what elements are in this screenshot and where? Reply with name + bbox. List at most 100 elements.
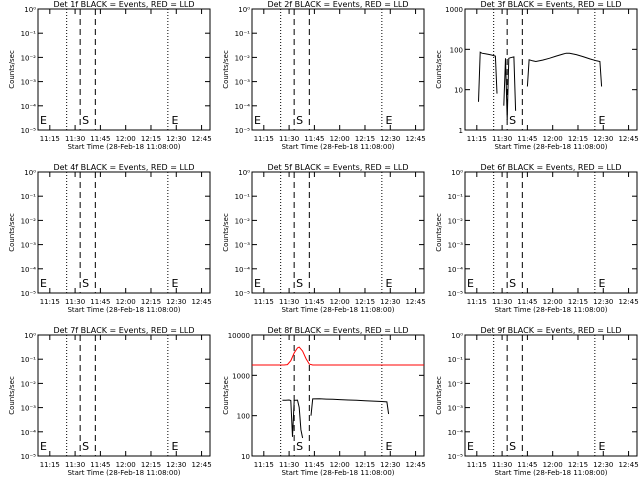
- x-tick-label: 12:30: [166, 461, 186, 469]
- event-marker: S: [82, 277, 89, 290]
- x-tick-label: 11:15: [254, 461, 274, 469]
- x-tick-label: 11:15: [467, 135, 487, 143]
- x-axis-label: Start Time (28-Feb-18 11:08:00): [494, 143, 607, 151]
- y-tick-label: 10⁻³: [235, 242, 251, 250]
- x-tick-label: 12:30: [380, 135, 400, 143]
- event-marker: E: [386, 277, 393, 290]
- x-tick-label: 12:00: [330, 298, 350, 306]
- x-tick-label: 11:45: [304, 461, 324, 469]
- plot-frame: [37, 8, 211, 131]
- y-tick-label: 10⁻³: [235, 79, 251, 87]
- x-axis-label: Start Time (28-Feb-18 11:08:00): [281, 143, 394, 151]
- event-marker: E: [40, 277, 47, 290]
- y-tick-label: 10⁻⁴: [448, 429, 464, 437]
- x-tick-label: 12:00: [116, 461, 136, 469]
- chart-panel: Det 9f BLACK = Events, RED = LLD 10⁰ 10⁻¹ 1…: [435, 326, 639, 477]
- x-tick-label: 11:45: [304, 298, 324, 306]
- x-axis-label: Start Time (28-Feb-18 11:08:00): [67, 306, 180, 314]
- event-marker: E: [172, 277, 179, 290]
- y-axis-label: Counts/sec: [435, 376, 443, 415]
- event-marker: E: [254, 114, 261, 127]
- event-marker: E: [386, 440, 393, 453]
- y-tick-label: 1000: [232, 372, 250, 380]
- y-axis-label: Counts/sec: [222, 376, 230, 415]
- y-tick-label: 100: [237, 413, 250, 421]
- y-tick-label: 10⁻⁵: [448, 290, 464, 298]
- series-line: [526, 52, 603, 87]
- y-tick-label: 10⁻²: [21, 217, 37, 225]
- x-tick-label: 12:45: [405, 461, 425, 469]
- x-tick-label: 11:45: [90, 461, 110, 469]
- event-marker: E: [599, 277, 606, 290]
- x-tick-label: 11:45: [517, 135, 537, 143]
- y-tick-label: 10⁻⁴: [448, 266, 464, 274]
- y-tick-label: 10000: [228, 332, 250, 340]
- x-axis-label: Start Time (28-Feb-18 11:08:00): [281, 469, 394, 477]
- x-tick-label: 12:00: [116, 135, 136, 143]
- series-line: [478, 51, 498, 102]
- series-line: [310, 398, 390, 416]
- x-axis-label: Start Time (28-Feb-18 11:08:00): [67, 143, 180, 151]
- y-axis-label: Counts/sec: [222, 50, 230, 89]
- x-tick-label: 11:45: [517, 298, 537, 306]
- y-tick-label: 10⁻⁵: [448, 453, 464, 461]
- plot-frame: [37, 334, 211, 457]
- event-marker: S: [509, 114, 516, 127]
- x-tick-label: 12:30: [166, 298, 186, 306]
- y-tick-label: 10⁻⁵: [21, 453, 37, 461]
- x-tick-label: 12:15: [141, 298, 161, 306]
- series-line: [503, 56, 517, 120]
- x-tick-label: 12:15: [355, 298, 375, 306]
- event-marker: E: [467, 440, 474, 453]
- event-marker: S: [296, 277, 303, 290]
- y-tick-label: 10: [454, 87, 463, 95]
- x-tick-label: 11:45: [304, 135, 324, 143]
- x-tick-label: 12:45: [618, 135, 638, 143]
- x-tick-label: 12:00: [330, 135, 350, 143]
- x-tick-label: 11:45: [517, 461, 537, 469]
- event-marker: E: [599, 114, 606, 127]
- x-tick-label: 11:15: [467, 298, 487, 306]
- chart-title: Det 6f BLACK = Events, RED = LLD: [480, 163, 621, 172]
- y-axis-label: Counts/sec: [8, 376, 16, 415]
- plot-frame: [464, 334, 638, 457]
- y-tick-label: 10⁻⁵: [21, 290, 37, 298]
- y-tick-label: 10⁰: [24, 332, 36, 340]
- x-tick-label: 12:00: [543, 135, 563, 143]
- x-tick-label: 11:45: [90, 298, 110, 306]
- chart-title: Det 5f BLACK = Events, RED = LLD: [267, 163, 408, 172]
- x-tick-label: 12:15: [355, 461, 375, 469]
- x-tick-label: 11:15: [40, 298, 60, 306]
- event-marker: E: [386, 114, 393, 127]
- x-tick-label: 11:30: [279, 461, 299, 469]
- plot-frame: [464, 8, 638, 131]
- series-line: [282, 399, 304, 439]
- plot-frame: [464, 171, 638, 294]
- x-tick-label: 11:15: [40, 461, 60, 469]
- y-tick-label: 10⁻¹: [21, 356, 37, 364]
- y-tick-label: 10⁻¹: [21, 30, 37, 38]
- plot-frame: [37, 171, 211, 294]
- event-marker: E: [172, 440, 179, 453]
- x-tick-label: 11:30: [65, 461, 85, 469]
- plot-frame: [251, 8, 425, 131]
- y-tick-label: 10⁰: [24, 169, 36, 177]
- chart-title: Det 1f BLACK = Events, RED = LLD: [53, 0, 194, 9]
- chart-title: Det 2f BLACK = Events, RED = LLD: [267, 0, 408, 9]
- event-marker: E: [599, 440, 606, 453]
- y-tick-label: 10⁻⁴: [235, 103, 251, 111]
- event-marker: E: [254, 277, 261, 290]
- x-tick-label: 11:30: [279, 298, 299, 306]
- x-tick-label: 12:30: [593, 461, 613, 469]
- event-marker: S: [509, 277, 516, 290]
- y-tick-label: 10⁰: [24, 6, 36, 14]
- x-tick-label: 12:45: [405, 298, 425, 306]
- y-tick-label: 100: [450, 46, 463, 54]
- x-tick-label: 11:15: [254, 135, 274, 143]
- x-tick-label: 12:45: [191, 461, 211, 469]
- chart-title: Det 8f BLACK = Events, RED = LLD: [267, 326, 408, 335]
- event-marker: S: [82, 440, 89, 453]
- event-marker: S: [82, 114, 89, 127]
- series-line: [252, 346, 424, 366]
- chart-title: Det 3f BLACK = Events, RED = LLD: [480, 0, 621, 9]
